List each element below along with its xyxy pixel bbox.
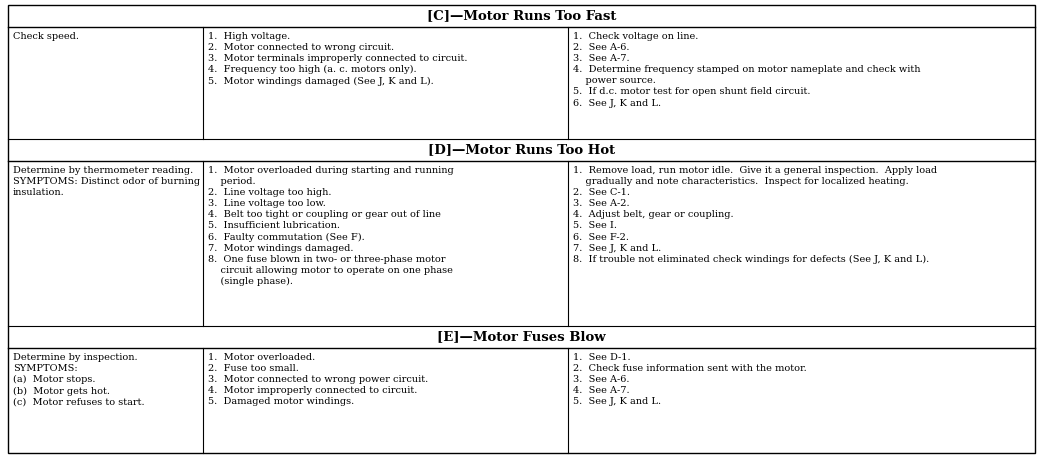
Text: 1.  See D-1.
2.  Check fuse information sent with the motor.
3.  See A-6.
4.  Se: 1. See D-1. 2. Check fuse information se… xyxy=(573,353,806,406)
Text: [D]—Motor Runs Too Hot: [D]—Motor Runs Too Hot xyxy=(428,143,615,157)
Text: Determine by inspection.
SYMPTOMS:
(a)  Motor stops.
(b)  Motor gets hot.
(c)  M: Determine by inspection. SYMPTOMS: (a) M… xyxy=(13,353,145,407)
Text: Check speed.: Check speed. xyxy=(13,32,79,41)
Text: 1.  Remove load, run motor idle.  Give it a general inspection.  Apply load
    : 1. Remove load, run motor idle. Give it … xyxy=(573,166,937,264)
Text: 1.  Check voltage on line.
2.  See A-6.
3.  See A-7.
4.  Determine frequency sta: 1. Check voltage on line. 2. See A-6. 3.… xyxy=(573,32,920,108)
Text: [C]—Motor Runs Too Fast: [C]—Motor Runs Too Fast xyxy=(427,10,616,22)
Text: 1.  Motor overloaded during starting and running
    period.
2.  Line voltage to: 1. Motor overloaded during starting and … xyxy=(209,166,454,286)
Text: Determine by thermometer reading.
SYMPTOMS: Distinct odor of burning
insulation.: Determine by thermometer reading. SYMPTO… xyxy=(13,166,200,197)
Text: 1.  Motor overloaded.
2.  Fuse too small.
3.  Motor connected to wrong power cir: 1. Motor overloaded. 2. Fuse too small. … xyxy=(209,353,429,406)
Text: 1.  High voltage.
2.  Motor connected to wrong circuit.
3.  Motor terminals impr: 1. High voltage. 2. Motor connected to w… xyxy=(209,32,467,86)
Text: [E]—Motor Fuses Blow: [E]—Motor Fuses Blow xyxy=(437,331,606,344)
